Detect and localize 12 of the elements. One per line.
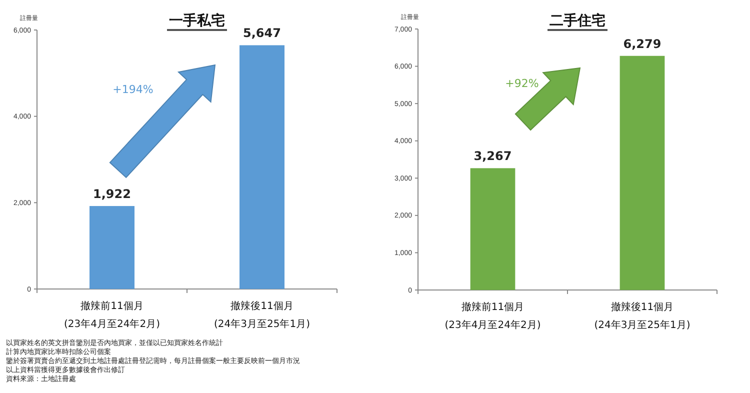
chart-title: 一手私宅 [169,12,225,29]
x-tick-label: 撤辣前11個月 (23年4月至24年2月) [444,301,541,331]
data-label: 3,267 [474,149,512,164]
annotation: +92% [505,77,539,90]
data-label: 6,279 [623,36,662,51]
chart-title: 二手住宅 [550,12,606,29]
data-label: 1,922 [93,187,131,202]
x-tick-label: 撤辣後11個月 (24年3月至25年1月) [594,301,690,331]
data-label: 5,647 [243,26,281,40]
annotation: +194% [112,83,154,96]
x-tick-label: 撤辣後11個月 (24年3月至25年1月) [214,300,310,330]
x-tick-label: 撤辣前11個月 (23年4月至24年2月) [64,300,160,330]
